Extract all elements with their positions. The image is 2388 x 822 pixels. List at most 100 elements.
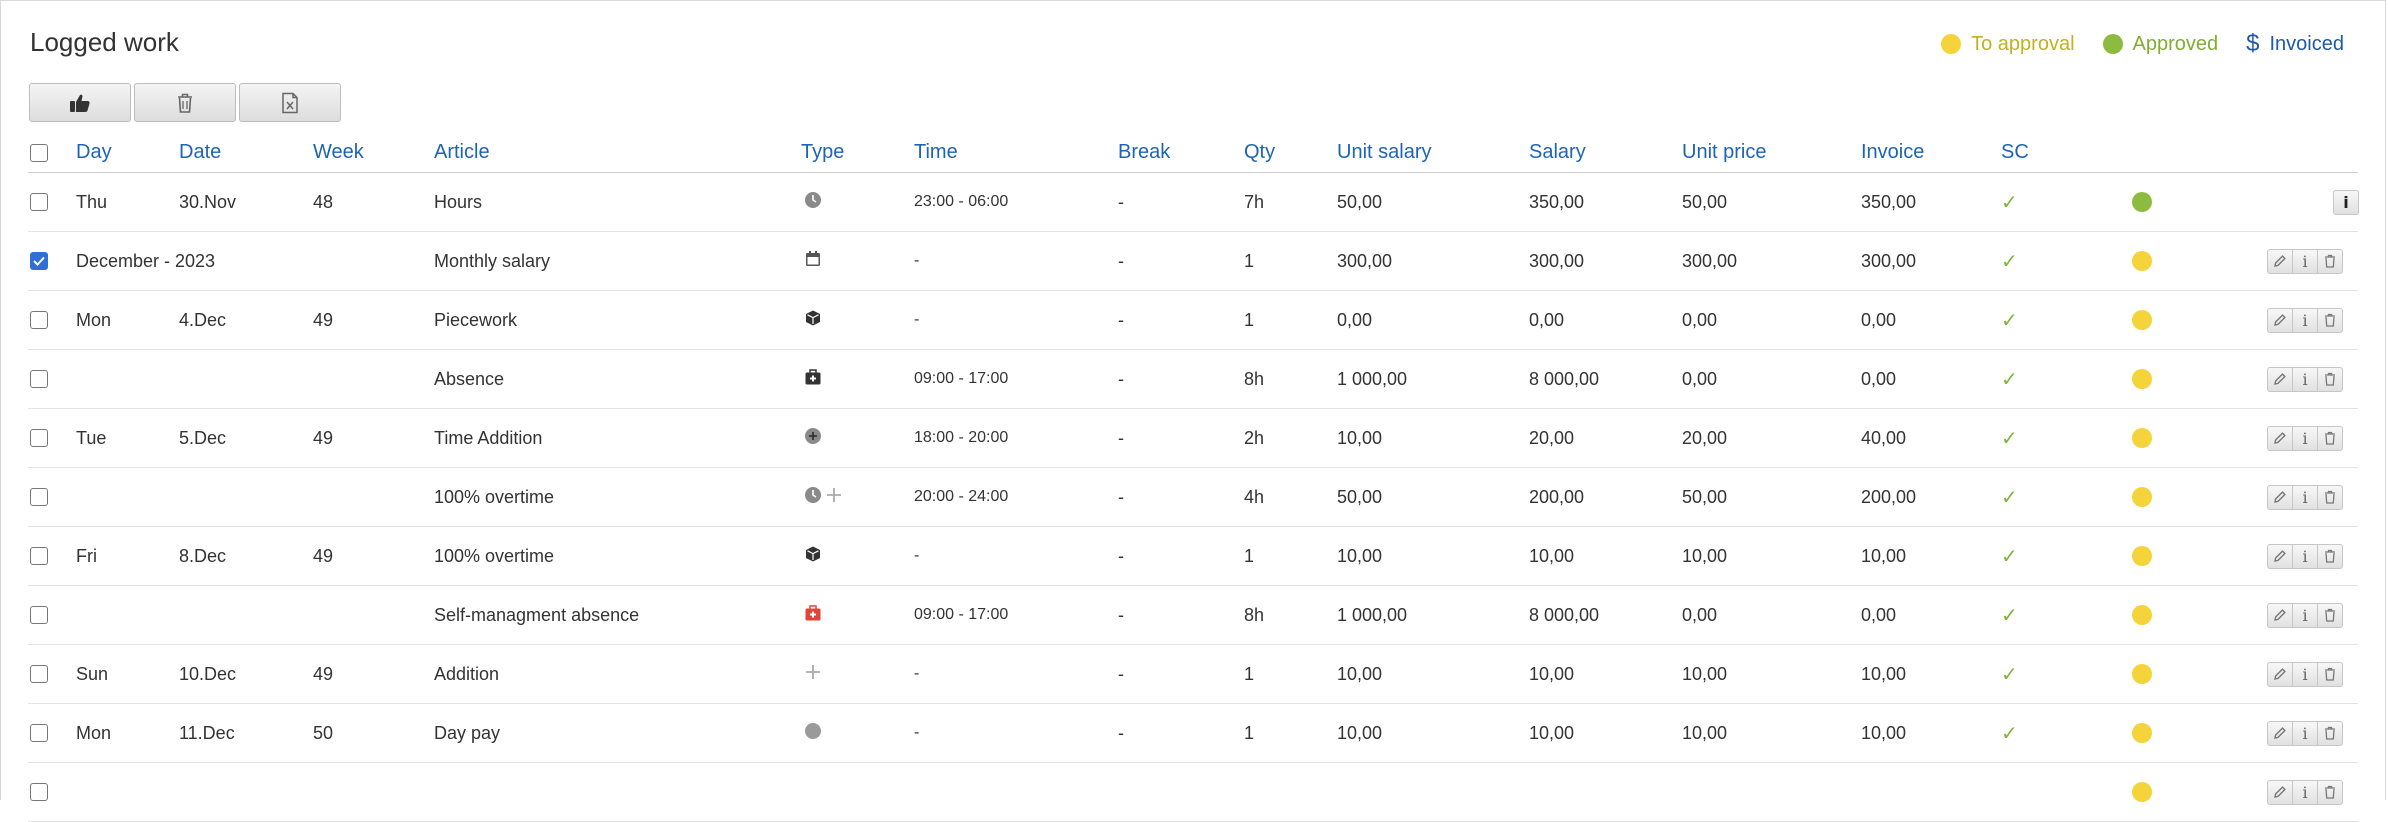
table-row[interactable]: Self-managment absence 09:00 - 17:00 - 8h 1 … [28, 586, 2358, 645]
info-button[interactable]: i [2292, 484, 2318, 510]
delete-button[interactable] [2317, 602, 2343, 628]
col-time[interactable]: Time [914, 141, 958, 163]
select-all-checkbox[interactable] [30, 143, 48, 162]
col-date[interactable]: Date [179, 141, 222, 163]
col-article[interactable]: Article [434, 141, 490, 163]
table-row[interactable]: Tue 5.Dec 49 Time Addition 18:00 - 20:00 - 2h 1… [28, 409, 2358, 468]
table-row[interactable]: Mon 11.Dec 50 Day pay - - 1 10,00 10,00 10,00 10,0… [28, 704, 2358, 763]
table-row[interactable]: Mon 4.Dec 49 Piecework - - 1 0,00 0,00 0,00 0,00 ✓ i [28, 291, 2358, 350]
row-checkbox[interactable] [30, 193, 48, 211]
info-button[interactable]: i [2292, 543, 2318, 569]
export-excel-button[interactable] [239, 83, 341, 122]
info-button[interactable]: i [2292, 720, 2318, 746]
salary-cell: 0,00 [1529, 309, 1565, 330]
trash-icon [2325, 254, 2335, 268]
edit-button[interactable] [2267, 425, 2293, 451]
edit-button[interactable] [2267, 248, 2293, 274]
col-sc[interactable]: SC [2001, 141, 2029, 163]
delete-button[interactable] [2317, 779, 2343, 805]
legend-label: Approved [2132, 32, 2219, 55]
table-row[interactable]: December - 2023 Monthly salary - - 1 300,00 30… [28, 232, 2358, 291]
status-cell [2132, 291, 2152, 349]
row-checkbox[interactable] [30, 311, 48, 329]
approve-button[interactable] [29, 83, 131, 122]
row-checkbox[interactable] [30, 724, 48, 742]
sc-check-icon: ✓ [2001, 663, 2018, 686]
edit-button[interactable] [2267, 366, 2293, 392]
type-cell [804, 645, 822, 703]
edit-button[interactable] [2267, 484, 2293, 510]
col-week[interactable]: Week [313, 141, 364, 163]
info-icon: i [2343, 192, 2349, 212]
row-checkbox[interactable] [30, 606, 48, 624]
col-unit-salary[interactable]: Unit salary [1337, 141, 1432, 163]
info-icon: i [2302, 723, 2308, 743]
legend-to-approval: To approval [1941, 33, 2075, 56]
unit-salary-cell: 0,00 [1337, 309, 1373, 330]
delete-button[interactable] [2317, 543, 2343, 569]
table-row[interactable]: i [28, 763, 2358, 822]
edit-button[interactable] [2267, 543, 2293, 569]
info-button[interactable]: i [2292, 661, 2318, 687]
edit-button[interactable] [2267, 602, 2293, 628]
row-checkbox[interactable] [30, 370, 48, 388]
week-cell: 50 [313, 722, 334, 743]
col-unit-price[interactable]: Unit price [1682, 141, 1767, 163]
edit-button[interactable] [2267, 779, 2293, 805]
unit-salary-cell: 50,00 [1337, 486, 1383, 507]
col-salary[interactable]: Salary [1529, 141, 1586, 163]
col-day[interactable]: Day [76, 141, 112, 163]
delete-button[interactable] [2317, 661, 2343, 687]
delete-button[interactable] [2317, 248, 2343, 274]
salary-cell: 10,00 [1529, 663, 1575, 684]
row-select-cell [30, 350, 48, 408]
week-cell: 49 [313, 309, 334, 330]
table-row[interactable]: Fri 8.Dec 49 100% overtime - - 1 10,00 10,00 10,0… [28, 527, 2358, 586]
info-button[interactable]: i [2292, 366, 2318, 392]
row-checkbox[interactable] [30, 252, 48, 270]
row-checkbox[interactable] [30, 783, 48, 801]
info-button[interactable]: i [2292, 248, 2318, 274]
edit-button[interactable] [2267, 720, 2293, 746]
week-cell: 48 [313, 191, 334, 212]
info-button[interactable]: i [2292, 425, 2318, 451]
row-actions: i [2333, 173, 2359, 231]
info-button[interactable]: i [2333, 189, 2359, 215]
row-checkbox[interactable] [30, 665, 48, 683]
col-break[interactable]: Break [1118, 141, 1171, 163]
delete-button[interactable] [2317, 366, 2343, 392]
unit-salary-cell: 300,00 [1337, 250, 1393, 271]
delete-button[interactable] [2317, 425, 2343, 451]
row-actions: i [2267, 350, 2343, 408]
edit-button[interactable] [2267, 661, 2293, 687]
time-cell: - [914, 547, 920, 564]
delete-button[interactable] [2317, 720, 2343, 746]
logged-work-table: Day Date Week Article Type Time Break Qt… [28, 133, 2359, 822]
invoice-cell: 300,00 [1861, 250, 1917, 271]
table-row[interactable]: Absence 09:00 - 17:00 - 8h 1 000,00 8 000,00 0… [28, 350, 2358, 409]
row-checkbox[interactable] [30, 547, 48, 565]
info-icon: i [2302, 428, 2308, 448]
table-row[interactable]: 100% overtime 20:00 - 24:00 - 4h 50,00 200,00… [28, 468, 2358, 527]
table-row[interactable]: Sun 10.Dec 49 Addition - - 1 10,00 10,00 10,00 10,… [28, 645, 2358, 704]
row-actions: i [2267, 468, 2343, 526]
row-select-cell [30, 704, 48, 762]
unit-price-cell: 10,00 [1682, 663, 1728, 684]
delete-button[interactable] [2317, 307, 2343, 333]
info-button[interactable]: i [2292, 779, 2318, 805]
delete-selected-button[interactable] [134, 83, 236, 122]
info-button[interactable]: i [2292, 602, 2318, 628]
row-checkbox[interactable] [30, 429, 48, 447]
status-dot-icon [2132, 664, 2152, 684]
info-button[interactable]: i [2292, 307, 2318, 333]
edit-button[interactable] [2267, 307, 2293, 333]
unit-salary-cell: 1 000,00 [1337, 368, 1408, 389]
col-qty[interactable]: Qty [1244, 141, 1276, 163]
article-cell: Day pay [434, 722, 501, 743]
row-checkbox[interactable] [30, 488, 48, 506]
col-invoice[interactable]: Invoice [1861, 141, 1925, 163]
clock-icon [804, 191, 822, 214]
col-type[interactable]: Type [801, 141, 845, 163]
delete-button[interactable] [2317, 484, 2343, 510]
table-row[interactable]: Thu 30.Nov 48 Hours 23:00 - 06:00 - 7h 50,00 350… [28, 173, 2359, 232]
